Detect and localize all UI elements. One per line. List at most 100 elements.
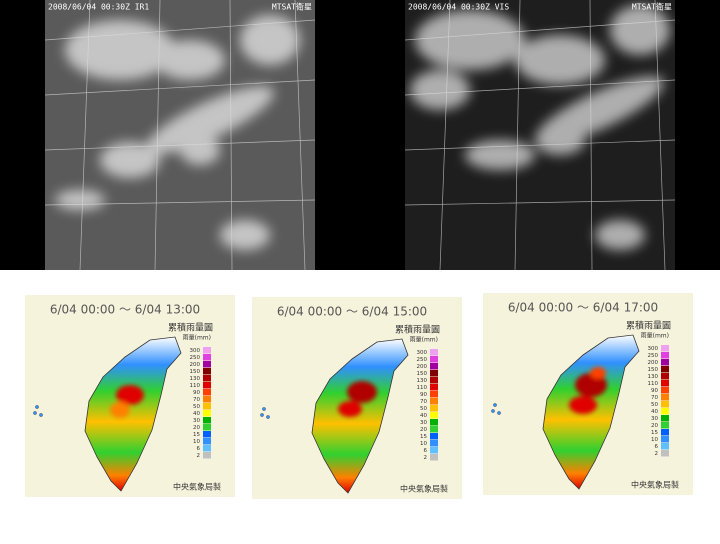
legend-swatch — [430, 426, 438, 433]
island — [35, 405, 39, 409]
legend-swatch — [430, 433, 438, 440]
legend-swatch — [430, 398, 438, 405]
legend-swatch — [430, 419, 438, 426]
legend-level: 70 — [420, 399, 427, 405]
legend-level: 30 — [193, 418, 200, 424]
credit: 中央氣象局製 — [631, 480, 679, 490]
legend-swatch — [430, 363, 438, 370]
legend-swatch — [661, 408, 669, 415]
legend-level: 150 — [190, 369, 201, 375]
legend-swatch — [203, 438, 211, 445]
island — [262, 407, 266, 411]
rain-cell — [110, 402, 130, 418]
legend-title: 累積雨量圖 — [168, 322, 213, 334]
island — [33, 411, 37, 415]
rain-cell — [575, 373, 607, 397]
island — [493, 403, 497, 407]
island — [39, 413, 43, 417]
rain-cell — [338, 401, 362, 417]
legend-swatch — [661, 366, 669, 373]
legend-level: 130 — [417, 378, 428, 384]
rain-maps: 6/04 00:00 ～ 6/04 13:00累積雨量圖雨量(mm)300250… — [25, 293, 693, 499]
legend-level: 10 — [193, 439, 200, 445]
legend-level: 250 — [417, 357, 428, 363]
legend-swatch — [430, 412, 438, 419]
legend-level: 6 — [655, 444, 659, 450]
legend-level: 15 — [193, 432, 200, 438]
legend-level: 110 — [648, 381, 659, 387]
legend-level: 90 — [193, 390, 200, 396]
legend-level: 40 — [193, 411, 200, 417]
sat-source: MTSAT衛星 — [272, 2, 312, 12]
legend-level: 70 — [193, 397, 200, 403]
legend-title: 累積雨量圖 — [395, 324, 440, 336]
vis-image — [405, 0, 675, 270]
legend-swatch — [661, 422, 669, 429]
legend-level: 2 — [655, 451, 659, 457]
island — [260, 413, 264, 417]
legend-level: 300 — [648, 346, 659, 352]
legend-swatch — [430, 405, 438, 412]
legend-level: 2 — [197, 453, 201, 459]
legend-level: 130 — [648, 374, 659, 380]
legend-swatch — [661, 352, 669, 359]
legend-swatch — [430, 349, 438, 356]
rain-map: 6/04 00:00 ～ 6/04 17:00累積雨量圖雨量(mm)300250… — [483, 293, 693, 495]
legend-level: 130 — [190, 376, 201, 382]
rain-blobs — [110, 385, 144, 418]
legend-level: 20 — [420, 427, 427, 433]
legend-swatch — [661, 436, 669, 443]
legend-swatch — [203, 403, 211, 410]
legend-swatch — [661, 450, 669, 457]
credit: 中央氣象局製 — [400, 484, 448, 494]
legend-swatch — [430, 391, 438, 398]
legend-level: 250 — [648, 353, 659, 359]
legend-swatch — [203, 389, 211, 396]
rain-cell — [116, 385, 144, 405]
legend-level: 70 — [651, 395, 658, 401]
legend-level: 50 — [651, 402, 658, 408]
taiwan — [311, 338, 409, 494]
legend-level: 50 — [193, 404, 200, 410]
legend-swatch — [203, 347, 211, 354]
legend-swatch — [203, 354, 211, 361]
legend-swatch — [661, 387, 669, 394]
rain-cell — [347, 381, 377, 403]
legend-level: 90 — [420, 392, 427, 398]
legend-level: 250 — [190, 355, 201, 361]
legend-level: 2 — [424, 455, 428, 461]
legend-unit: 雨量(mm) — [410, 337, 438, 344]
legend-swatch — [203, 410, 211, 417]
legend-level: 110 — [190, 383, 201, 389]
rain-map: 6/04 00:00 ～ 6/04 15:00累積雨量圖雨量(mm)300250… — [252, 297, 462, 499]
legend-swatch — [430, 356, 438, 363]
legend-level: 50 — [420, 406, 427, 412]
legend-level: 30 — [420, 420, 427, 426]
legend-level: 200 — [648, 360, 659, 366]
legend-swatch — [203, 431, 211, 438]
legend-level: 20 — [193, 425, 200, 431]
legend-swatch — [430, 377, 438, 384]
legend-swatch — [430, 440, 438, 447]
legend-level: 150 — [417, 371, 428, 377]
legend-level: 15 — [420, 434, 427, 440]
legend-swatch — [203, 396, 211, 403]
legend-level: 40 — [420, 413, 427, 419]
island — [497, 411, 501, 415]
legend-swatch — [661, 429, 669, 436]
legend-level: 150 — [648, 367, 659, 373]
rain-blobs — [338, 381, 377, 417]
legend-level: 40 — [651, 409, 658, 415]
legend-swatch — [430, 447, 438, 454]
legend-level: 200 — [190, 362, 201, 368]
legend-swatch — [203, 445, 211, 452]
legend-level: 90 — [651, 388, 658, 394]
map-period: 6/04 00:00 ～ 6/04 15:00 — [277, 305, 427, 319]
legend-level: 300 — [417, 350, 428, 356]
sat-timestamp: 2008/06/04 00:30Z VIS — [408, 3, 509, 12]
legend-level: 20 — [651, 423, 658, 429]
map-period: 6/04 00:00 ～ 6/04 17:00 — [508, 301, 658, 315]
rain-blobs — [569, 367, 607, 414]
legend-swatch — [203, 361, 211, 368]
